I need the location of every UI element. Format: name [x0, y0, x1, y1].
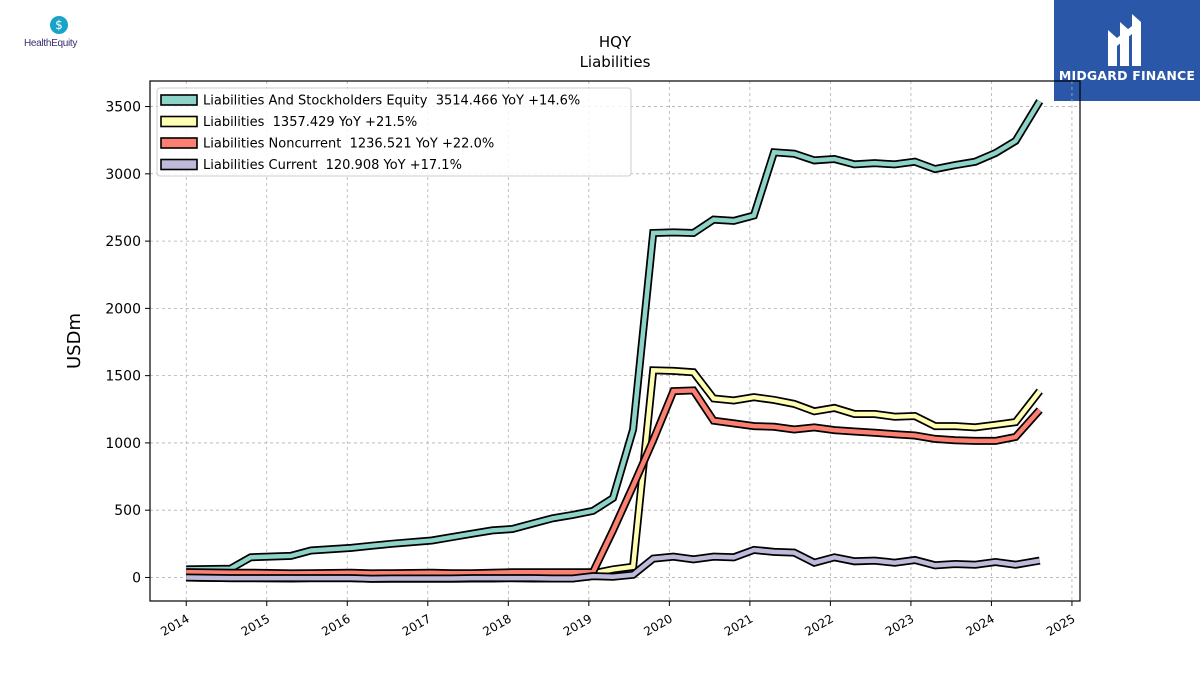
legend-swatch-0 [160, 94, 198, 106]
legend-label-2: Liabilities Noncurrent 1236.521 YoY +22.… [203, 137, 494, 152]
y-tick-label: 0 [132, 570, 141, 586]
y-axis: 0 500 1000 1500 2000 2500 3000 3500 [105, 100, 150, 586]
legend-label-1: Liabilities 1357.429 YoY +21.5% [203, 115, 417, 130]
y-tick-label: 1000 [105, 436, 141, 452]
y-tick-label: 1500 [105, 369, 141, 385]
legend-swatch-1 [160, 115, 198, 128]
series-layer [186, 99, 1044, 583]
healthequity-wordmark: HealthEquity [24, 38, 78, 49]
series-line-3 [186, 547, 1041, 582]
y-tick-label: 500 [114, 503, 141, 519]
legend: Liabilities And Stockholders Equity 3514… [156, 87, 632, 177]
y-axis-label: USDm [64, 313, 85, 369]
x-tick-label: 2025 [1044, 611, 1077, 638]
x-tick-label: 2019 [561, 611, 594, 638]
x-tick-label: 2022 [802, 611, 835, 638]
dollar-drop-icon: $ [50, 16, 68, 34]
y-tick-label: 2000 [105, 301, 141, 317]
x-tick-label: 2021 [722, 611, 755, 638]
midgard-finance-wordmark: MIDGARD FINANCE [1058, 68, 1196, 83]
x-tick-label: 2015 [239, 611, 272, 638]
y-tick-label: 2500 [105, 234, 141, 250]
chart-title: HQY [599, 33, 632, 51]
grid-lines [150, 81, 1080, 601]
y-tick-label: 3000 [105, 167, 141, 183]
x-tick-label: 2017 [400, 611, 433, 638]
x-tick-label: 2024 [963, 611, 996, 638]
x-tick-label: 2018 [480, 611, 513, 638]
x-tick-label: 2014 [158, 611, 191, 638]
y-tick-label: 3500 [105, 100, 141, 116]
midgard-finance-logo: MIDGARD FINANCE [1054, 0, 1200, 101]
legend-swatch-2 [160, 137, 198, 149]
chart-subtitle: Liabilities [580, 53, 651, 71]
series-line-2 [186, 388, 1042, 576]
legend-swatch-3 [160, 158, 198, 171]
x-tick-label: 2020 [641, 611, 674, 638]
midgard-m-icon [1108, 14, 1141, 66]
legend-label-0: Liabilities And Stockholders Equity 3514… [203, 94, 580, 109]
plot-frame [149, 80, 1081, 602]
healthequity-logo: $ HealthEquity [24, 14, 96, 54]
legend-label-3: Liabilities Current 120.908 YoY +17.1% [203, 158, 462, 173]
x-tick-label: 2016 [319, 611, 352, 638]
series-line-0 [186, 100, 1042, 572]
legend-box [156, 87, 632, 177]
x-axis: 2014 2015 2016 2017 2018 2019 2020 2021 2022 2023… [158, 601, 1077, 639]
x-tick-label: 2023 [883, 611, 916, 638]
